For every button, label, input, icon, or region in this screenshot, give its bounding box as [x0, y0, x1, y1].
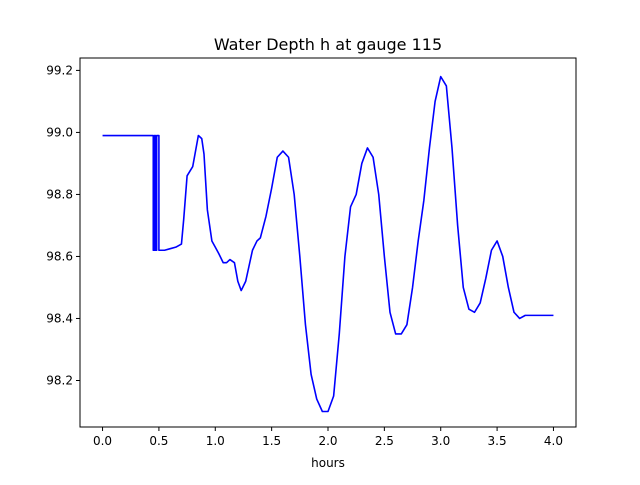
- series-line-1: [102, 75, 554, 413]
- x-axis-label: hours: [311, 456, 345, 470]
- x-tick-label: 3.0: [431, 434, 450, 448]
- y-tick-label: 98.4: [46, 311, 73, 325]
- x-tick-label: 0.5: [149, 434, 168, 448]
- y-tick-label: 98.8: [46, 187, 73, 201]
- x-tick-label: 2.5: [375, 434, 394, 448]
- x-axis: 0.0 0.5 1.0 1.5 2.0 2.5 3.0 3.5 4.0: [93, 427, 563, 448]
- chart-title: Water Depth h at gauge 115: [214, 35, 442, 54]
- x-tick-label: 2.0: [318, 434, 337, 448]
- x-tick-label: 3.5: [488, 434, 507, 448]
- x-tick-label: 1.0: [206, 434, 225, 448]
- plot-data: [102, 75, 554, 413]
- y-tick-label: 98.6: [46, 249, 73, 263]
- x-tick-label: 0.0: [93, 434, 112, 448]
- x-tick-label: 1.5: [262, 434, 281, 448]
- y-tick-label: 98.2: [46, 373, 73, 387]
- y-tick-label: 99.2: [46, 63, 73, 77]
- y-tick-label: 99.0: [46, 125, 73, 139]
- x-tick-label: 4.0: [544, 434, 563, 448]
- y-axis: 98.2 98.4 98.6 98.8 99.0 99.2: [46, 63, 80, 387]
